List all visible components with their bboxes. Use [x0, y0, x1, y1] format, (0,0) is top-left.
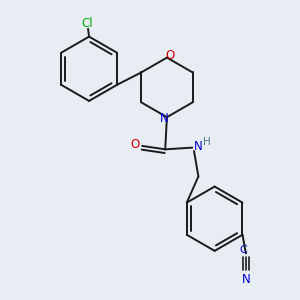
Text: O: O — [165, 50, 174, 62]
Text: N: N — [160, 112, 169, 125]
Text: N: N — [242, 273, 250, 286]
Text: H: H — [203, 137, 211, 147]
Text: O: O — [131, 138, 140, 151]
Text: Cl: Cl — [81, 17, 93, 30]
Text: N: N — [194, 140, 203, 154]
Text: C: C — [239, 245, 247, 255]
